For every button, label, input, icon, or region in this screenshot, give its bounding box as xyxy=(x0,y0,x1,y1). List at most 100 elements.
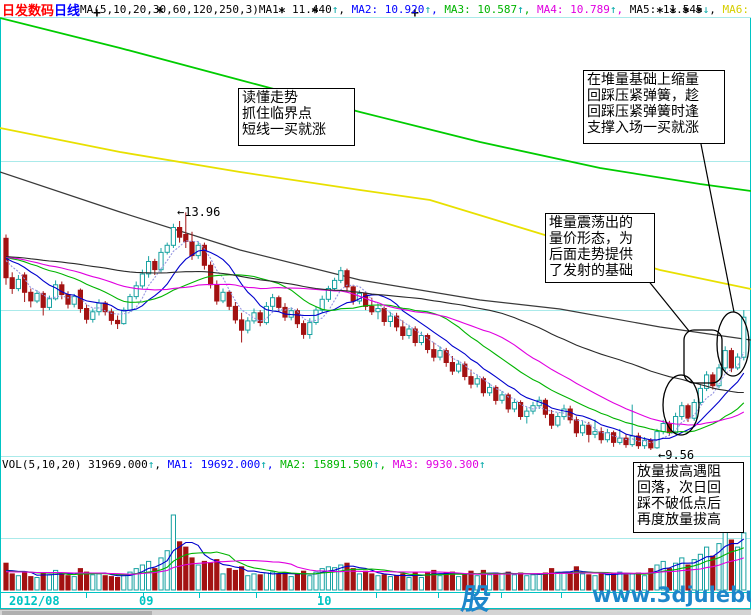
candle-body xyxy=(673,416,679,434)
price-callout: ←13.96 xyxy=(177,205,220,219)
axis-tick xyxy=(438,593,439,598)
annotation-box[interactable]: 堆量震荡出的 量价形态，为 后面走势提供 了发射的基础 xyxy=(545,213,655,283)
vol-readouts: 31969.000↑, MA1: 19692.000↑, MA2: 15891.… xyxy=(88,458,485,471)
trend-arrow-icon: ↑ xyxy=(147,458,155,471)
candle-body xyxy=(580,424,586,434)
ma-readout: MA5: 11.545↓, xyxy=(629,2,723,16)
candle-body xyxy=(592,431,598,435)
trend-arrow-icon: ↑ xyxy=(372,458,380,471)
candle-body xyxy=(220,291,226,302)
annotation-box[interactable]: 在堆量基础上缩量 回踩压紧弹簧，趁 回踩压紧弹簧时逢 支撑入场一买就涨 xyxy=(583,70,725,144)
volume-bar xyxy=(170,514,177,591)
candle-body xyxy=(567,408,573,421)
trend-arrow-icon: ↑ xyxy=(478,458,486,471)
volume-bar xyxy=(195,564,201,591)
candle-body xyxy=(183,234,189,242)
volume-bar xyxy=(208,562,214,591)
candle-body xyxy=(338,270,344,281)
time-axis[interactable]: 2012/08 09 10 xyxy=(0,592,751,609)
candle-body xyxy=(487,386,493,394)
volume-bar xyxy=(282,572,288,591)
candle-body xyxy=(369,305,375,313)
signal-marker-icon: * xyxy=(656,6,664,21)
candle-body xyxy=(127,296,133,311)
volume-bar xyxy=(518,572,524,591)
volume-bar xyxy=(418,577,424,591)
price-ma-60 xyxy=(5,255,744,394)
volume-bar xyxy=(697,553,703,591)
axis-tick xyxy=(319,593,320,598)
vol-readout: 31969.000↑, xyxy=(88,458,168,471)
candle-body xyxy=(263,305,269,324)
axis-month-label: 10 xyxy=(317,594,332,608)
candle-body xyxy=(108,311,115,321)
candle-body xyxy=(121,309,127,325)
candle-body xyxy=(728,350,734,369)
volume-bar xyxy=(270,571,276,591)
candle-body xyxy=(208,264,214,286)
candle-body xyxy=(394,315,400,328)
candle-body xyxy=(28,291,34,302)
candle-body xyxy=(46,298,52,308)
candle-body xyxy=(518,402,524,417)
volume-bar xyxy=(735,546,741,591)
volume-bar xyxy=(369,573,375,591)
volume-bar xyxy=(356,573,362,591)
candle-body xyxy=(437,350,443,358)
trend-arrow-icon: ↓ xyxy=(702,2,710,16)
volume-bar xyxy=(580,573,586,591)
candle-body xyxy=(9,277,15,290)
volume-bar xyxy=(654,564,660,591)
candle-body xyxy=(170,227,177,246)
candle-body xyxy=(158,251,164,271)
annotation-round-rect xyxy=(683,329,723,384)
candle-body xyxy=(133,285,139,298)
candle-body xyxy=(406,328,412,336)
volume-bar xyxy=(90,574,96,591)
volume-bar xyxy=(642,575,648,591)
candle-body xyxy=(679,405,685,418)
horizontal-scrollbar[interactable] xyxy=(0,609,751,615)
volume-bar xyxy=(294,573,300,591)
volume-bar xyxy=(487,574,493,591)
volume-bar xyxy=(59,573,65,591)
volume-bar xyxy=(15,575,21,591)
candle-body xyxy=(34,292,40,302)
candle-body xyxy=(344,270,350,288)
signal-marker-icon: * xyxy=(156,6,164,21)
volume-bar xyxy=(468,570,474,591)
volume-bar xyxy=(363,570,369,591)
axis-tick xyxy=(199,593,200,598)
candle-body xyxy=(648,439,654,449)
axis-tick xyxy=(501,593,502,598)
ma-readout: MA4: 10.789↑, xyxy=(537,2,630,16)
vol-readout: MA3: 9930.300↑ xyxy=(392,458,486,471)
volume-bar xyxy=(573,566,579,591)
candle-body xyxy=(530,405,536,412)
volume-bar xyxy=(635,572,641,591)
volume-bar xyxy=(555,571,561,591)
period-tab[interactable]: 日线 xyxy=(54,3,81,19)
candle-body xyxy=(462,363,468,378)
volume-bar xyxy=(685,564,691,591)
candle-body xyxy=(257,312,263,323)
axis-tick xyxy=(683,593,684,598)
volume-bar xyxy=(412,572,418,591)
volume-bar xyxy=(108,576,115,591)
volume-bar xyxy=(102,575,108,591)
volume-bar xyxy=(704,546,710,591)
volume-bar xyxy=(449,571,455,591)
candle-body xyxy=(499,394,505,401)
volume-bar xyxy=(65,575,71,591)
annotation-box[interactable]: 读懂走势 抓住临界点 短线一买就涨 xyxy=(238,88,355,146)
volume-bar xyxy=(46,574,52,591)
volume-bar xyxy=(710,555,716,591)
volume-bar xyxy=(666,568,672,591)
volume-bar xyxy=(722,530,728,591)
annotation-box[interactable]: 放量拔高遇阻 回落，次日回 踩不破低点后 再度放量拔高 xyxy=(633,462,744,533)
candle-body xyxy=(468,376,474,385)
volume-bar xyxy=(301,570,307,591)
scrollbar-thumb[interactable] xyxy=(2,611,152,615)
